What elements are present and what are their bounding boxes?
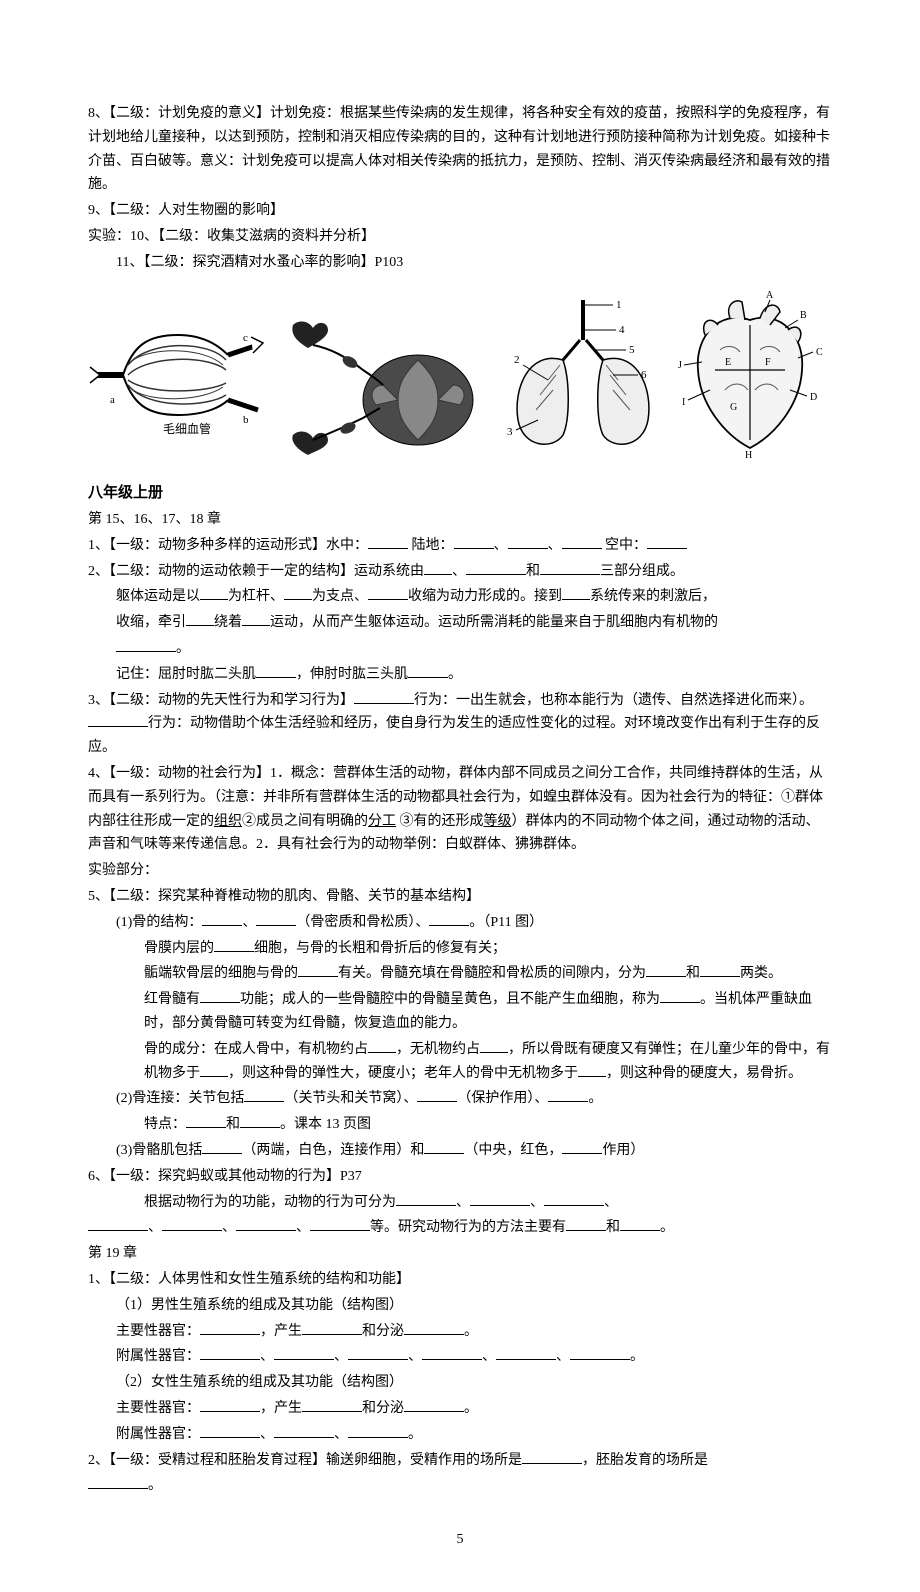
svg-text:1: 1: [616, 299, 622, 311]
svg-text:c: c: [243, 332, 248, 344]
q2: 2、【二级：动物的运动依赖于一定的结构】运动系统由、和三部分组成。: [88, 560, 832, 584]
svg-text:B: B: [800, 310, 807, 321]
q2d: 。: [88, 637, 832, 661]
para-11: 11、【二级：探究酒精对水蚤心率的影响】P103: [88, 251, 832, 275]
svg-text:6: 6: [641, 369, 647, 381]
q1-mid2: 空中：: [605, 538, 647, 553]
svg-text:毛细血管: 毛细血管: [163, 421, 211, 436]
para-8: 8、【二级：计划免疫的意义】计划免疫：根据某些传染病的发生规律，将各种安全有效的…: [88, 102, 832, 197]
q4: 4、【一级：动物的社会行为】1．概念：营群体生活的动物，群体内部不同成员之间分工…: [88, 762, 832, 857]
q2e: 记住：屈肘时肱二头肌，伸肘时肱三头肌。: [88, 663, 832, 687]
q5-8: (3)骨骼肌包括（两端，白色，连接作用）和（中央，红色，作用）: [88, 1139, 832, 1163]
svg-text:H: H: [745, 450, 752, 461]
q3: 3、【二级：动物的先天性行为和学习行为】行为：一出生就会，也称本能行为（遗传、自…: [88, 689, 832, 760]
q2c: 收缩，牵引绕着运动，从而产生躯体运动。运动所需消耗的能量来自于肌细胞内有机物的: [88, 611, 832, 635]
svg-text:4: 4: [619, 324, 625, 336]
svg-text:F: F: [765, 357, 771, 368]
svg-text:2: 2: [514, 354, 520, 366]
svg-text:G: G: [730, 402, 737, 413]
svg-text:I: I: [682, 397, 685, 408]
c19-q1-1e: 附属性器官：、、、、、。: [88, 1345, 832, 1369]
c19-q1-2a: 主要性器官：，产生和分泌。: [88, 1397, 832, 1421]
q6-2: 根据动物行为的功能，动物的行为可分为、、、: [88, 1191, 832, 1215]
capillary-diagram: a b c 毛细血管: [88, 305, 268, 445]
reflex-arc-diagram: [268, 290, 498, 460]
c19-q2b: 。: [88, 1474, 832, 1498]
c19-q1-1: （1）男性生殖系统的组成及其功能（结构图）: [88, 1294, 832, 1318]
svg-text:D: D: [810, 392, 817, 403]
svg-text:E: E: [725, 357, 731, 368]
lung-diagram: 1 4 5 6 2 3: [498, 290, 668, 460]
svg-text:3: 3: [507, 426, 513, 438]
q5-1: (1)骨的结构：、（骨密质和骨松质）、。（P11 图）: [88, 911, 832, 935]
c19-q1-2: （2）女性生殖系统的组成及其功能（结构图）: [88, 1371, 832, 1395]
c19-q1-1a: 主要性器官：，产生和分泌。: [88, 1320, 832, 1344]
q5: 5、【二级：探究某种脊椎动物的肌肉、骨骼、关节的基本结构】: [88, 885, 832, 909]
exp-label: 实验部分：: [88, 859, 832, 883]
c19-q1-2e: 附属性器官：、、。: [88, 1423, 832, 1447]
q5-7: 特点：和。课本 13 页图: [88, 1113, 832, 1137]
chap-1518: 第 15、16、17、18 章: [88, 508, 832, 532]
q5-6: (2)骨连接：关节包括（关节头和关节窝）、（保护作用）、。: [88, 1087, 832, 1111]
svg-text:a: a: [110, 394, 115, 406]
q6: 6、【一级：探究蚂蚁或其他动物的行为】P37: [88, 1165, 832, 1189]
c19-q1: 1、【二级：人体男性和女性生殖系统的结构和功能】: [88, 1268, 832, 1292]
svg-text:A: A: [766, 290, 774, 301]
c19-q2: 2、【一级：受精过程和胚胎发育过程】输送卵细胞，受精作用的场所是，胚胎发育的场所…: [88, 1449, 832, 1473]
grade8-title: 八年级上册: [88, 481, 832, 507]
q5-2: 骨膜内层的细胞，与骨的长粗和骨折后的修复有关；: [88, 937, 832, 961]
heart-diagram: A B C D E F G H I J: [668, 290, 832, 460]
q1-mid1: 陆地：: [412, 538, 454, 553]
diagram-row: a b c 毛细血管 1 4 5 6 2: [88, 285, 832, 465]
svg-text:C: C: [816, 347, 823, 358]
para-9: 9、【二级：人对生物圈的影响】: [88, 199, 832, 223]
svg-text:J: J: [678, 360, 682, 371]
q5-4: 红骨髓有功能；成人的一些骨髓腔中的骨髓呈黄色，且不能产生血细胞，称为。当机体严重…: [88, 988, 832, 1036]
page-number: 5: [88, 1528, 832, 1552]
q1-pre: 1、【一级：动物多种多样的运动形式】水中：: [88, 538, 368, 553]
q5-5: 骨的成分：在成人骨中，有机物约占，无机物约占，所以骨既有硬度又有弹性；在儿童少年…: [88, 1038, 832, 1086]
chap-19: 第 19 章: [88, 1242, 832, 1266]
q6-3: 、、、等。研究动物行为的方法主要有和。: [88, 1216, 832, 1240]
q2b: 躯体运动是以为杠杆、为支点、收缩为动力形成的。接到系统传来的刺激后，: [88, 585, 832, 609]
q5-3: 骺端软骨层的细胞与骨的有关。骨髓充填在骨髓腔和骨松质的间隙内，分为和两类。: [88, 962, 832, 986]
q1: 1、【一级：动物多种多样的运动形式】水中： 陆地：、、 空中：: [88, 534, 832, 558]
svg-text:b: b: [243, 414, 249, 426]
para-10: 实验：10、【二级：收集艾滋病的资料并分析】: [88, 225, 832, 249]
svg-text:5: 5: [629, 344, 635, 356]
